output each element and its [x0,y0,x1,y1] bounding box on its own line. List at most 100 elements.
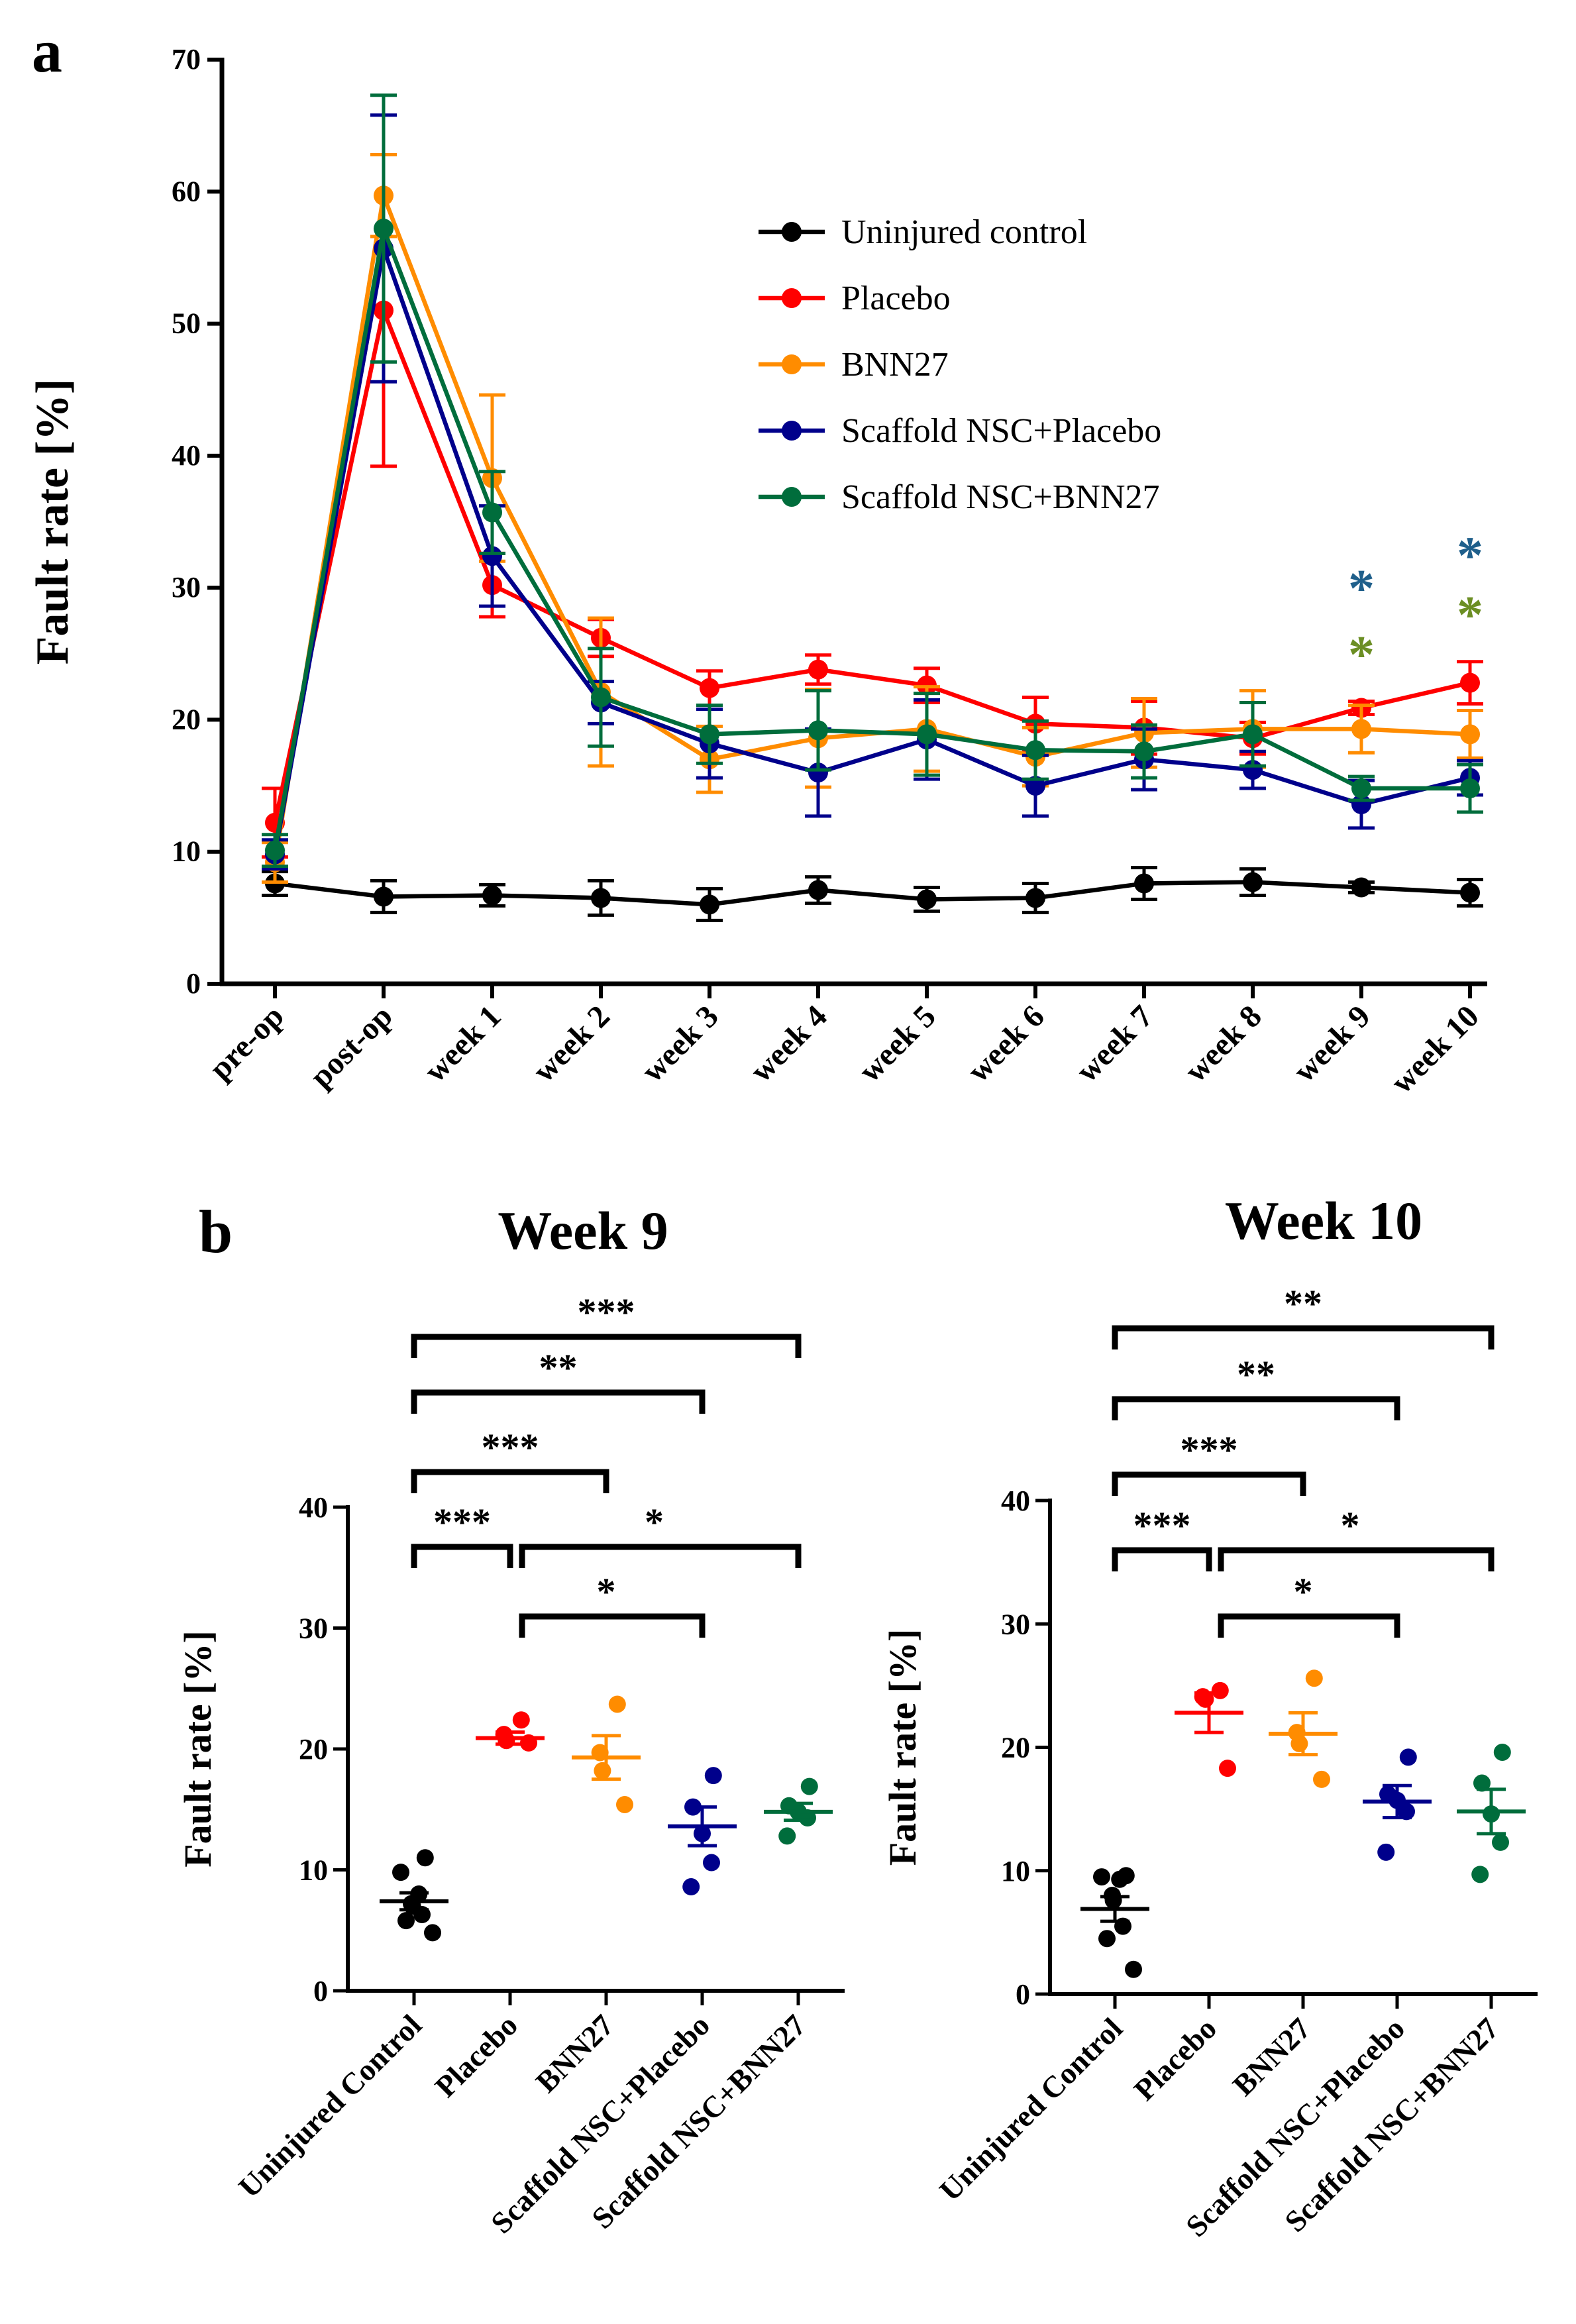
legend-item-bnn27: BNN27 [759,346,949,384]
group-scaffold-nsc-bnn27 [1457,1743,1526,1883]
y-tick-label: 30 [1001,1608,1030,1640]
significance-bracket: * [1218,1504,1495,1571]
data-point [1305,1669,1323,1687]
data-point [1351,778,1371,799]
legend-marker [782,288,802,308]
bracket-label: *** [578,1291,635,1334]
scatter-chart-week-10: Week 10 0 10 20 30 40 Fault rate [%] Uninjured … [881,1190,1538,2243]
y-tick-label: 0 [1016,1978,1030,2011]
bracket-label: * [645,1501,664,1544]
data-point [591,888,611,908]
bracket-label: *** [1181,1428,1238,1471]
y-tick-label: 0 [186,967,201,1000]
significance-bracket: * [519,1501,802,1568]
legend-label: Uninjured control [841,213,1087,251]
data-point [1025,740,1045,761]
legend-label: Scaffold NSC+Placebo [841,412,1161,450]
y-tick-label: 20 [172,703,201,735]
data-point [416,1849,434,1867]
y-tick-label: 20 [1001,1732,1030,1764]
x-tick-label: week 6 [961,998,1051,1088]
data-point [1377,1843,1395,1861]
legend-item-uninjured-control: Uninjured control [759,213,1087,251]
bracket-label: ** [1237,1353,1275,1396]
significance-star: * [1457,527,1483,585]
x-tick-label: week 10 [1384,998,1485,1100]
y-tick-label: 60 [172,175,201,207]
data-point [397,1912,415,1930]
legend-label: Placebo [841,280,951,317]
data-point [392,1864,409,1881]
y-axis-title: Fault rate [%] [27,379,78,665]
data-point [1351,877,1371,898]
legend-marker [782,222,802,242]
x-tick-label: week 2 [526,998,616,1088]
chart-title: Week 9 [498,1200,668,1261]
data-point [917,889,937,910]
data-point [498,1732,515,1750]
bracket-label: *** [482,1426,539,1469]
data-point [808,720,828,741]
bracket-label: * [1341,1504,1360,1547]
significance-bracket: ** [1112,1353,1400,1420]
bracket-label: ** [1284,1282,1322,1325]
data-point [1025,888,1045,908]
data-point [1134,741,1154,762]
data-point [704,1767,722,1785]
group-bnn27 [1269,1669,1338,1788]
data-point [1351,719,1371,739]
x-tick-label: pre-op [203,998,291,1086]
bracket-label: * [597,1570,616,1613]
y-tick-label: 40 [172,439,201,472]
data-point [1290,1734,1308,1752]
bracket-line [1112,1396,1400,1420]
data-point [1492,1833,1509,1851]
group-scaffold-nsc-placebo [668,1767,737,1896]
significance-bracket: * [519,1570,706,1638]
panel-label-b: b [199,1198,233,1265]
bracket-label: *** [1133,1504,1191,1547]
data-point [591,687,611,708]
legend-marker [782,421,802,441]
data-point [700,894,719,915]
x-tick-label: week 3 [635,998,725,1088]
group-placebo [476,1711,545,1752]
y-axis-title: Fault rate [%] [881,1629,924,1866]
chart-title: Week 10 [1225,1190,1422,1251]
group-scaffold-nsc-bnn27 [764,1777,833,1845]
data-point [1460,778,1480,799]
x-tick-label: week 7 [1069,998,1159,1088]
bracket-line [1218,1613,1400,1638]
bracket-line [1112,1547,1212,1571]
group-uninjured-control [380,1849,448,1942]
data-point [800,1777,818,1795]
significance-bracket: *** [411,1426,609,1493]
data-point [374,219,394,239]
significance-star: * [1457,586,1483,645]
x-tick-label: post-op [303,998,399,1094]
x-tick-label: week 8 [1178,998,1268,1088]
data-point [1493,1743,1511,1761]
bracket-line [411,1389,706,1414]
bracket-line [411,1469,609,1493]
data-point [1125,1960,1142,1978]
data-point [1134,873,1154,894]
data-point [1460,724,1480,745]
legend-marker [782,354,802,374]
y-tick-label: 30 [172,571,201,604]
bracket-label: *** [433,1501,491,1544]
data-point [1313,1770,1330,1788]
y-tick-label: 50 [172,307,201,340]
data-point [682,1878,700,1896]
series-scaffold-nsc-bnn27 [262,93,1483,869]
significance-bracket: *** [1112,1504,1212,1571]
x-tick-label: BNN27 [1226,2011,1317,2102]
series-line-uninjured-control [274,880,1471,907]
significance-bracket: * [1218,1570,1400,1638]
legend-marker [782,487,802,507]
data-point [1219,1760,1236,1777]
x-tick-label: week 9 [1287,998,1377,1088]
data-point [1398,1803,1415,1821]
legend-label: Scaffold NSC+BNN27 [841,478,1160,516]
data-point [700,724,719,745]
